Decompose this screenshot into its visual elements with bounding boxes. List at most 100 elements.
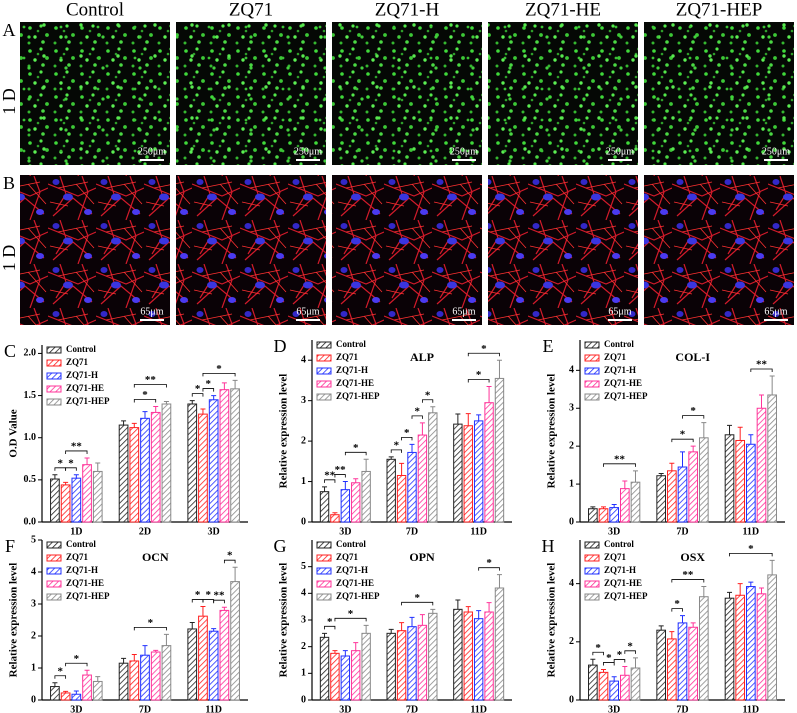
y-tick-label: 2 <box>569 636 574 647</box>
bar <box>453 423 463 523</box>
error-bar <box>669 462 675 471</box>
legend-label: Control <box>336 539 366 549</box>
significance-label: * <box>627 640 633 652</box>
x-tick-label: 2D <box>139 526 151 537</box>
x-tick-label: 7D <box>676 526 688 537</box>
significance-label: ** <box>71 440 83 452</box>
chart-title: OSX <box>680 550 705 564</box>
significance-bracket <box>65 450 88 454</box>
bar <box>319 491 330 523</box>
chart-title: OCN <box>142 550 169 564</box>
error-bar <box>388 456 394 460</box>
y-tick-label: 0 <box>301 516 306 527</box>
significance-bracket <box>603 463 636 467</box>
error-bar <box>63 690 69 693</box>
error-bar <box>737 426 743 441</box>
bar <box>82 674 92 701</box>
bar <box>208 630 219 701</box>
y-tick-label: 3 <box>569 403 574 414</box>
legend-swatch <box>46 359 62 367</box>
bar <box>92 470 103 523</box>
significance-label: * <box>216 363 222 375</box>
x-tick-label: 3D <box>339 526 351 537</box>
bar <box>698 437 709 523</box>
error-bar <box>486 602 492 612</box>
legend-label: ZQ71-H <box>66 565 98 575</box>
y-tick-label: 1.0 <box>24 432 37 443</box>
y-tick-label: 0.5 <box>24 474 37 485</box>
error-bar <box>727 424 733 435</box>
micrograph <box>20 175 170 325</box>
bar <box>150 651 161 701</box>
micrograph-overlay <box>176 22 326 165</box>
micrograph-overlay <box>20 22 170 165</box>
error-bar <box>84 669 90 676</box>
y-tick-label: 2 <box>301 641 306 652</box>
error-bar <box>399 462 405 476</box>
error-bar <box>590 506 596 509</box>
x-tick-label: 7D <box>406 526 418 537</box>
error-bar <box>322 632 328 638</box>
legend-swatch <box>316 554 332 562</box>
legend-swatch <box>316 541 332 549</box>
scale-bar-label: 65μm <box>296 306 319 317</box>
scale-bar-label: 250μm <box>138 146 166 157</box>
error-bar <box>486 386 492 403</box>
legend-label: ZQ71-HEP <box>336 591 380 601</box>
panel-label: E <box>543 336 554 356</box>
y-axis-label: Relative expression level <box>278 563 290 678</box>
legend-swatch <box>46 593 62 601</box>
bar <box>463 611 473 701</box>
significance-label: * <box>74 653 80 665</box>
micrograph <box>176 175 326 325</box>
significance-bracket <box>422 399 434 403</box>
legend-swatch <box>584 380 600 388</box>
legend-swatch <box>316 367 332 375</box>
significance-bracket <box>133 384 167 388</box>
significance-label: * <box>148 617 154 629</box>
y-axis-label: Relative expression level <box>546 374 558 489</box>
error-bar <box>409 616 415 627</box>
error-bar <box>430 608 436 614</box>
error-bar <box>465 606 471 612</box>
legend-label: ZQ71-HE <box>604 378 642 388</box>
significance-bracket <box>202 388 215 392</box>
y-tick-label: 3 <box>301 395 306 406</box>
legend-label: ZQ71-H <box>66 370 98 380</box>
error-bar <box>232 566 238 582</box>
bar <box>140 417 150 523</box>
y-axis-label: Relative expression level <box>546 563 558 678</box>
significance-label: ** <box>335 464 347 476</box>
significance-bracket <box>682 415 705 419</box>
error-bar <box>399 622 405 631</box>
significance-label: * <box>680 429 686 441</box>
bar <box>688 451 698 523</box>
bar <box>361 470 371 523</box>
error-bar <box>163 400 169 404</box>
error-bar <box>690 622 696 628</box>
scale-bar-label: 65μm <box>608 306 631 317</box>
chart: 0 1 2 3 4 E Relative expression level COL-I 3D 7D… <box>543 336 785 537</box>
legend-label: Control <box>604 339 634 349</box>
error-bar <box>611 504 617 508</box>
bar <box>340 655 351 701</box>
legend-swatch <box>316 593 332 601</box>
bar <box>746 443 756 523</box>
bar <box>417 434 428 523</box>
significance-label: * <box>195 383 201 395</box>
error-bar <box>211 395 217 400</box>
legend-label: ZQ71 <box>604 352 627 362</box>
bar <box>319 636 330 701</box>
bar <box>630 667 641 701</box>
y-axis-label: Relative expression level <box>8 563 20 678</box>
bar <box>407 451 417 523</box>
bar <box>361 632 371 701</box>
bar <box>50 686 60 701</box>
bar <box>473 420 484 523</box>
legend-label: ZQ71-HEP <box>336 391 380 401</box>
chart-title: OPN <box>409 550 435 564</box>
y-tick-label: 1 <box>301 476 306 487</box>
legend-swatch <box>46 567 62 575</box>
error-bar <box>658 472 664 476</box>
scale-bar-label: 65μm <box>764 306 787 317</box>
